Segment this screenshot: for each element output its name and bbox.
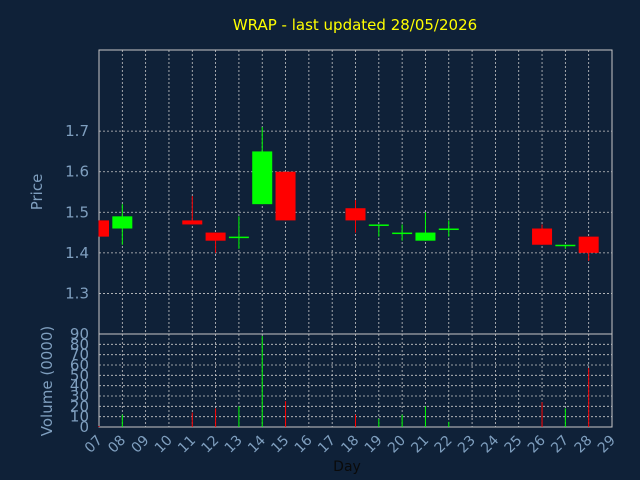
candle-body [228, 236, 249, 239]
price-axis-label: Price [28, 174, 46, 211]
candle-body [275, 171, 296, 221]
x-tick-label: 19 [362, 433, 386, 457]
x-tick-label: 15 [268, 433, 292, 457]
price-tick-label: 1.3 [65, 284, 89, 302]
x-tick-label: 18 [338, 433, 362, 457]
x-tick-label: 10 [152, 433, 176, 457]
x-axis-label: Day [333, 459, 361, 475]
candle-body [555, 244, 576, 247]
candle-12 [205, 232, 226, 253]
candle-body [99, 220, 109, 237]
candle-21 [415, 212, 436, 241]
candle-07 [98, 220, 109, 237]
x-tick-label: 26 [525, 432, 549, 456]
candle-body [368, 224, 389, 226]
price-panel: 1.3 1.4 1.5 1.6 1.7 [65, 49, 613, 335]
x-tick-label: 21 [408, 433, 432, 457]
x-tick-label: 09 [129, 433, 153, 457]
volume-tick-label: 60 [70, 356, 89, 374]
volume-axis-label: Volume (0000) [38, 326, 56, 436]
candle-15 [275, 171, 296, 221]
candle-20 [392, 224, 413, 241]
volume-panel: 07 08 09 10 11 12 13 14 15 16 17 18 19 20 21 22 23 24 25 26… [70, 325, 619, 456]
candle-body [205, 232, 226, 241]
volume-tick-label: 20 [70, 397, 89, 415]
candle-body [345, 208, 366, 221]
volume-tick-label: 90 [70, 325, 89, 343]
candle-body [438, 228, 459, 231]
candle-body [392, 232, 413, 235]
volume-tick-label: 40 [70, 377, 89, 395]
candle-body [112, 216, 133, 229]
x-tick-label: 24 [478, 432, 502, 456]
volume-tick-label: 10 [70, 408, 89, 426]
candle-19 [368, 224, 389, 237]
x-tick-label: 29 [595, 433, 619, 457]
candle-body [252, 151, 273, 205]
volume-tick-label: 30 [70, 387, 89, 405]
x-tick-label: 28 [572, 433, 596, 457]
candle-body [578, 236, 599, 253]
x-tick-label: 22 [432, 433, 456, 457]
volume-tick-label: 50 [70, 366, 89, 384]
candle-13 [228, 216, 249, 249]
candle-11 [182, 196, 203, 225]
x-tick-label: 16 [292, 432, 316, 456]
volume-tick-label: 0 [79, 418, 89, 436]
candle-28 [578, 236, 599, 261]
candle-body [532, 228, 553, 245]
price-tick-label: 1.7 [65, 122, 89, 140]
x-tick-label: 17 [315, 433, 339, 457]
x-tick-label: 23 [455, 433, 479, 457]
candle-body [182, 220, 203, 225]
candle-14 [252, 127, 273, 205]
x-tick-label: 25 [502, 433, 526, 457]
x-tick-label: 12 [198, 433, 222, 457]
candle-26 [532, 224, 553, 245]
volume-tick-label: 80 [70, 335, 89, 353]
chart-title: WRAP - last updated 28/05/2026 [233, 16, 477, 34]
price-tick-label: 1.6 [65, 163, 89, 181]
volume-tick-label: 70 [70, 346, 89, 364]
x-tick-label: 27 [548, 433, 572, 457]
price-tick-label: 1.5 [65, 203, 89, 221]
x-tick-label: 07 [82, 433, 106, 457]
candle-27 [555, 244, 576, 249]
x-tick-label: 13 [222, 433, 246, 457]
x-tick-label: 14 [245, 432, 269, 456]
candle-08 [112, 204, 133, 245]
candle-22 [438, 220, 459, 237]
price-tick-label: 1.4 [65, 244, 89, 262]
x-tick-label: 20 [385, 433, 409, 457]
x-tick-label: 11 [175, 433, 199, 457]
candle-body [415, 232, 436, 241]
x-tick-label: 08 [105, 433, 129, 457]
candle-18 [345, 200, 366, 233]
